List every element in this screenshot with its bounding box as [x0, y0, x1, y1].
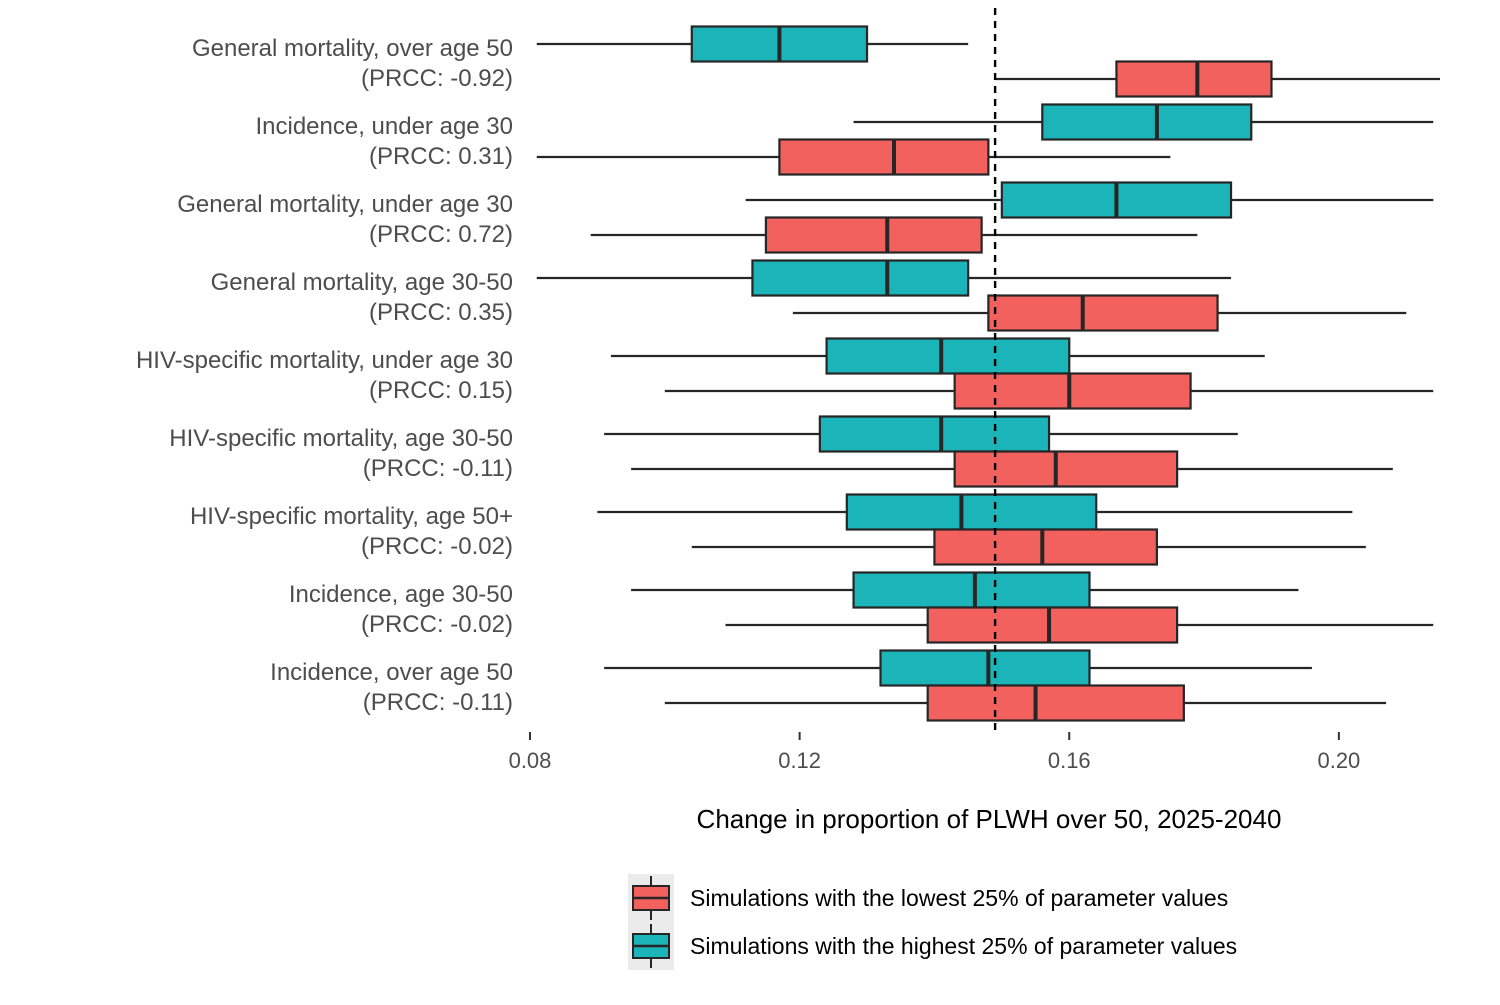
- category-prcc-label: (PRCC: -0.11): [363, 455, 513, 482]
- boxplot-low: [664, 684, 1387, 722]
- box-iqr: [987, 294, 1219, 332]
- category-prcc-label: (PRCC: -0.02): [361, 533, 513, 560]
- category-prcc-label: (PRCC: 0.72): [369, 221, 513, 248]
- box-iqr: [1115, 60, 1273, 98]
- category-label: Incidence, age 30-50: [289, 581, 513, 608]
- box-iqr: [825, 337, 1071, 375]
- boxplot-high: [853, 103, 1434, 141]
- box-iqr: [879, 649, 1091, 687]
- box-iqr: [926, 684, 1185, 722]
- box-iqr: [926, 606, 1179, 644]
- category-label: Incidence, over age 50: [270, 659, 513, 686]
- box-iqr: [933, 528, 1158, 566]
- x-tick-label: 0.12: [778, 748, 821, 773]
- box-iqr: [953, 450, 1179, 488]
- category-label: HIV-specific mortality, age 50+: [190, 503, 513, 530]
- category-labels: General mortality, over age 50 (PRCC: -0.…: [136, 35, 513, 716]
- boxplot-high: [536, 259, 1232, 297]
- boxplot-low: [536, 138, 1171, 176]
- box-iqr: [818, 415, 1051, 453]
- boxplot-high: [604, 649, 1312, 687]
- category-prcc-label: (PRCC: 0.31): [369, 143, 513, 170]
- boxplot-low: [995, 60, 1440, 98]
- x-tick-label: 0.16: [1048, 748, 1091, 773]
- box-iqr: [764, 216, 983, 254]
- boxplot-high: [745, 181, 1434, 219]
- boxplot-low: [664, 372, 1434, 410]
- box-plots: [536, 25, 1440, 722]
- x-tick-label: 0.20: [1317, 748, 1360, 773]
- box-iqr: [953, 372, 1192, 410]
- x-axis: 0.08 0.12 0.16 0.20: [509, 732, 1360, 773]
- box-iqr: [845, 493, 1098, 531]
- legend-label: Simulations with the lowest 25% of param…: [690, 885, 1228, 911]
- boxplot-high: [536, 25, 969, 63]
- category-label: General mortality, age 30-50: [211, 269, 513, 296]
- category-label: HIV-specific mortality, under age 30: [136, 347, 513, 374]
- x-axis-title: Change in proportion of PLWH over 50, 20…: [697, 804, 1282, 834]
- category-prcc-label: (PRCC: -0.92): [361, 65, 513, 92]
- boxplot-high: [604, 415, 1238, 453]
- boxplot-high: [610, 337, 1265, 375]
- legend-label: Simulations with the highest 25% of para…: [690, 933, 1237, 959]
- boxplot-high: [597, 493, 1353, 531]
- box-iqr: [751, 259, 970, 297]
- category-label: Incidence, under age 30: [255, 113, 513, 140]
- x-tick-label: 0.08: [509, 748, 552, 773]
- box-iqr: [778, 138, 990, 176]
- boxplot-low: [590, 216, 1198, 254]
- box-iqr: [852, 571, 1091, 609]
- boxplot-high: [631, 571, 1299, 609]
- boxplot-low: [631, 450, 1393, 488]
- category-prcc-label: (PRCC: -0.02): [361, 611, 513, 638]
- legend: Simulations with the lowest 25% of param…: [628, 874, 1237, 970]
- category-prcc-label: (PRCC: -0.11): [363, 689, 513, 716]
- boxplot-low: [792, 294, 1407, 332]
- category-label: HIV-specific mortality, age 30-50: [169, 425, 513, 452]
- category-prcc-label: (PRCC: 0.35): [369, 299, 513, 326]
- boxplot-low: [691, 528, 1366, 566]
- boxplot-low: [725, 606, 1434, 644]
- category-label: General mortality, over age 50: [192, 35, 513, 62]
- category-prcc-label: (PRCC: 0.15): [369, 377, 513, 404]
- category-label: General mortality, under age 30: [177, 191, 513, 218]
- box-iqr: [1041, 103, 1253, 141]
